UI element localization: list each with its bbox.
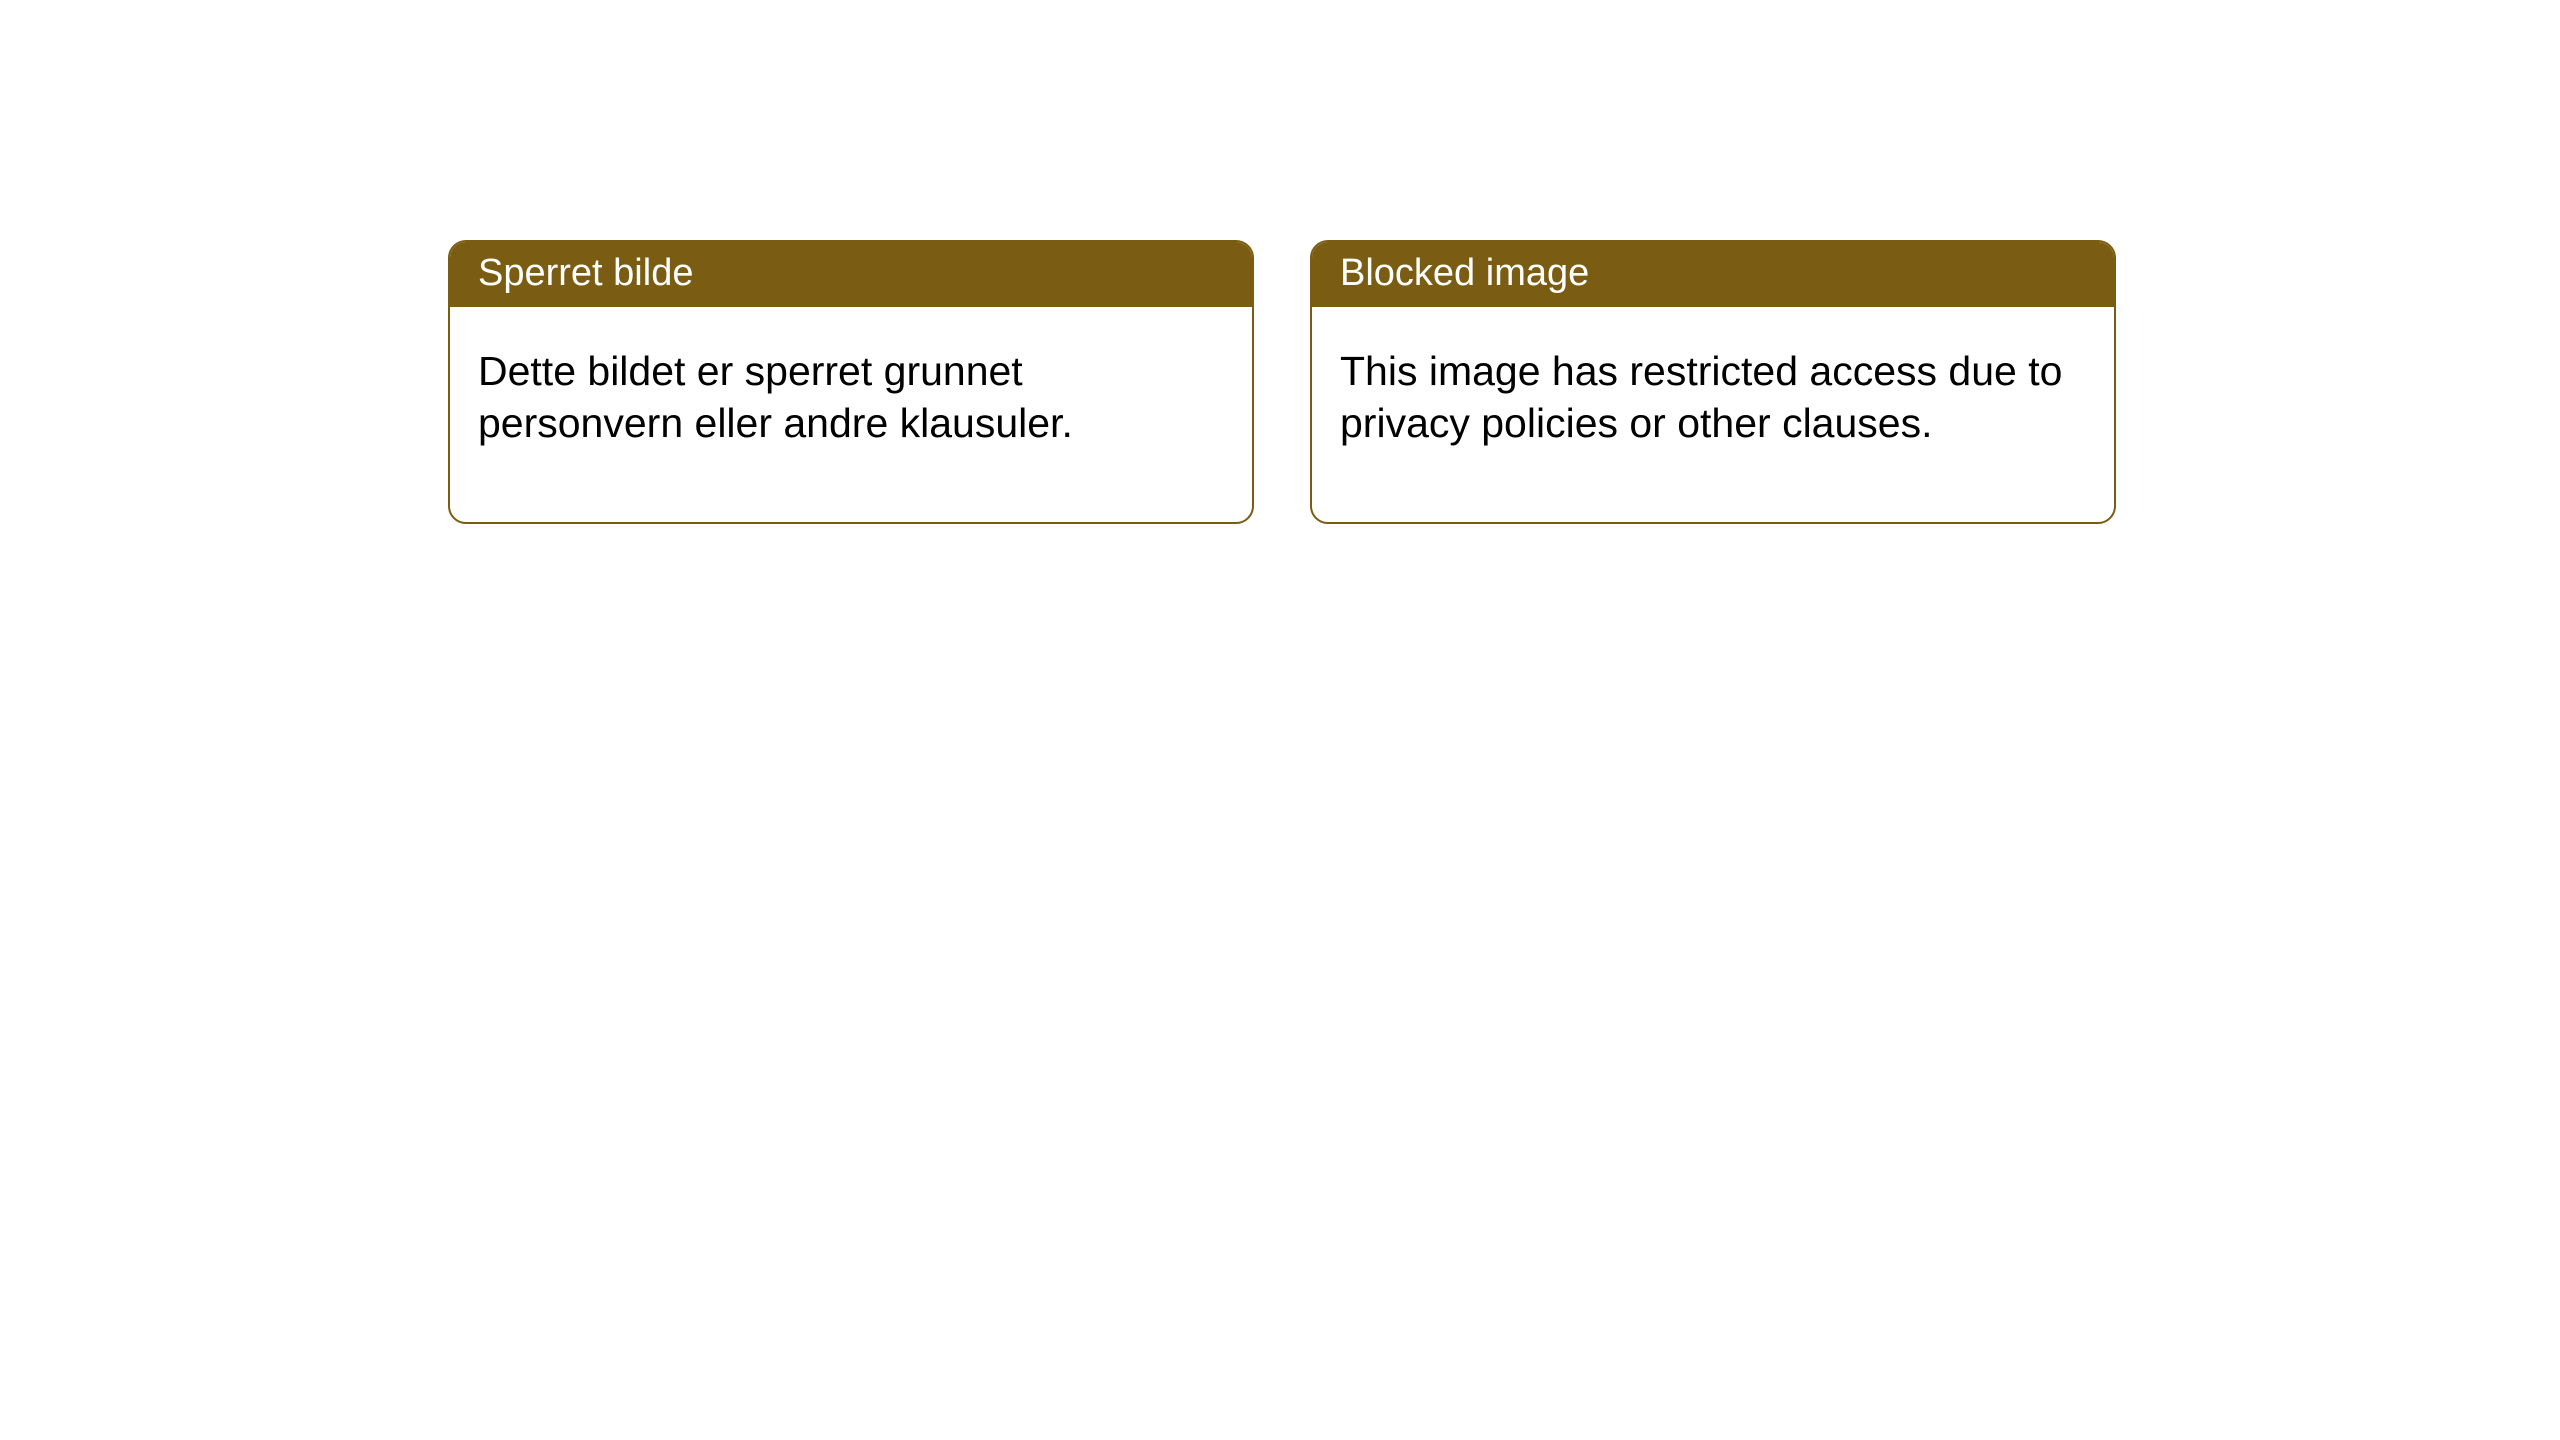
notice-card-english: Blocked image This image has restricted … <box>1310 240 2116 524</box>
card-header: Blocked image <box>1312 242 2114 307</box>
card-title: Blocked image <box>1340 252 1589 294</box>
card-body-text: This image has restricted access due to … <box>1340 348 2062 446</box>
card-header: Sperret bilde <box>450 242 1252 307</box>
notice-card-norwegian: Sperret bilde Dette bildet er sperret gr… <box>448 240 1254 524</box>
card-body: Dette bildet er sperret grunnet personve… <box>450 307 1252 522</box>
card-body: This image has restricted access due to … <box>1312 307 2114 522</box>
notice-container: Sperret bilde Dette bildet er sperret gr… <box>0 0 2560 524</box>
card-title: Sperret bilde <box>478 252 693 294</box>
card-body-text: Dette bildet er sperret grunnet personve… <box>478 348 1073 446</box>
